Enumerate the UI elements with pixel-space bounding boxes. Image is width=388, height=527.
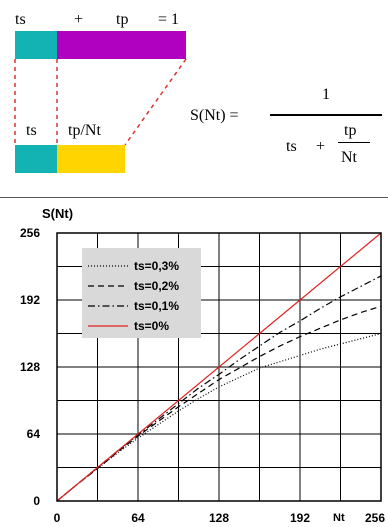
bottom-tp-nt-label: tp/Nt bbox=[68, 122, 101, 139]
plot-frame bbox=[56, 232, 382, 502]
series-lines bbox=[56, 232, 382, 502]
top-tp-label: tp bbox=[116, 11, 129, 28]
legend-label: ts=0,3% bbox=[134, 259, 179, 273]
formula-main-fraction-bar bbox=[270, 114, 382, 116]
y-axis-label: S(Nt) bbox=[42, 206, 74, 221]
y-tick-label: 128 bbox=[20, 360, 40, 374]
top-ts-label: ts bbox=[15, 11, 26, 28]
formula-denominator-plus: + bbox=[316, 138, 326, 155]
formula-denominator-ts: ts bbox=[286, 138, 297, 155]
formula-numerator: 1 bbox=[322, 86, 330, 103]
bottom-ts-label: ts bbox=[26, 122, 37, 139]
legend-label: ts=0% bbox=[134, 319, 169, 333]
x-tick-label: 0 bbox=[54, 511, 61, 525]
ts-bar-top bbox=[15, 31, 57, 59]
x-tick-label: 64 bbox=[131, 511, 145, 525]
y-tick-label: 192 bbox=[20, 293, 40, 307]
formula-inner-fraction-bar bbox=[338, 142, 370, 144]
legend-box bbox=[82, 248, 201, 338]
x-tick-label: 128 bbox=[209, 511, 229, 525]
formula-lhs: S(Nt) = bbox=[190, 107, 239, 124]
formula-fraction-numerator: tp bbox=[344, 122, 357, 139]
legend-label: ts=0,1% bbox=[134, 299, 179, 313]
x-axis-label: Nt bbox=[333, 512, 345, 524]
x-tick-label: 192 bbox=[290, 511, 310, 525]
series-line bbox=[56, 305, 382, 502]
y-tick-label: 64 bbox=[27, 427, 41, 441]
top-plus-label: + bbox=[74, 11, 84, 28]
section-divider bbox=[0, 197, 388, 198]
top-equals-label: = 1 bbox=[158, 11, 180, 28]
legend: ts=0,3% ts=0,2% ts=0,1% ts=0% bbox=[82, 248, 201, 338]
projection-lines bbox=[14, 58, 187, 146]
x-tick-label: 256 bbox=[365, 511, 385, 525]
tick-labels: 0 64 128 192 256 0 64 128 192 256 bbox=[20, 226, 385, 525]
tp-nt-bar bbox=[57, 145, 125, 173]
ts-bar-bottom bbox=[15, 145, 57, 173]
formula-fraction-denominator: Nt bbox=[341, 149, 357, 166]
y-tick-label: 256 bbox=[20, 226, 40, 240]
y-tick-label: 0 bbox=[33, 494, 40, 508]
tp-bar bbox=[57, 31, 186, 59]
series-line bbox=[56, 232, 382, 502]
legend-label: ts=0,2% bbox=[134, 279, 179, 293]
series-line bbox=[56, 332, 382, 502]
series-line bbox=[56, 275, 382, 502]
